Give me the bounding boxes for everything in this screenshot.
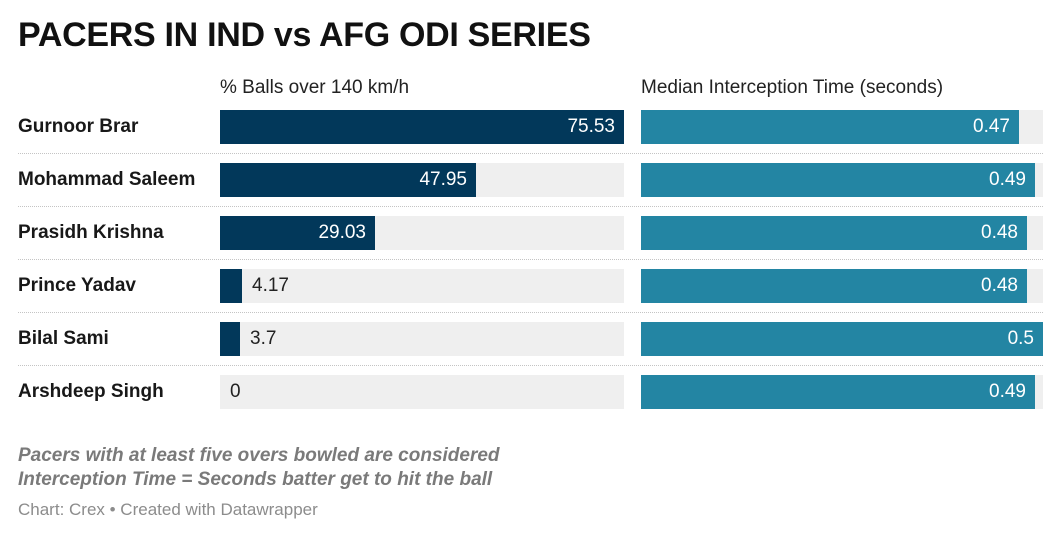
speed-bar bbox=[220, 216, 375, 250]
speed-column-header: % Balls over 140 km/h bbox=[220, 77, 410, 98]
chart-row: Arshdeep Singh 0 0.49 bbox=[0, 375, 1063, 428]
speed-bar-track: 47.95 bbox=[220, 163, 624, 197]
interception-bar-track: 0.49 bbox=[641, 375, 1043, 409]
chart-source: Chart: Crex • Created with Datawrapper bbox=[18, 500, 318, 519]
category-label: Bilal Sami bbox=[18, 328, 109, 349]
interception-value-label: 0.49 bbox=[989, 169, 1026, 190]
chart-row: Prasidh Krishna 29.03 0.48 bbox=[0, 216, 1063, 269]
row-separator bbox=[18, 259, 1043, 260]
chart-row: Prince Yadav 4.17 0.48 bbox=[0, 269, 1063, 322]
interception-bar-track: 0.47 bbox=[641, 110, 1043, 144]
chart-row: Bilal Sami 3.7 0.5 bbox=[0, 322, 1063, 375]
category-label: Gurnoor Brar bbox=[18, 116, 139, 137]
speed-value-label: 0 bbox=[230, 381, 241, 402]
interception-bar-track: 0.5 bbox=[641, 322, 1043, 356]
interception-value-label: 0.47 bbox=[973, 116, 1010, 137]
speed-bar-track: 0 bbox=[220, 375, 624, 409]
chart-title: PACERS IN IND vs AFG ODI SERIES bbox=[18, 16, 591, 54]
speed-bar bbox=[220, 322, 240, 356]
interception-value-label: 0.48 bbox=[981, 275, 1018, 296]
chart-notes: Pacers with at least five overs bowled a… bbox=[18, 444, 500, 492]
interception-bar bbox=[641, 322, 1043, 356]
category-label: Mohammad Saleem bbox=[18, 169, 196, 190]
row-separator bbox=[18, 312, 1043, 313]
note-line-2: Interception Time = Seconds batter get t… bbox=[18, 469, 493, 490]
speed-value-label: 29.03 bbox=[318, 222, 366, 243]
speed-value-label: 3.7 bbox=[250, 328, 277, 349]
row-separator bbox=[18, 153, 1043, 154]
speed-bar-track: 29.03 bbox=[220, 216, 624, 250]
chart-row: Mohammad Saleem 47.95 0.49 bbox=[0, 163, 1063, 216]
category-label: Prince Yadav bbox=[18, 275, 136, 296]
interception-bar bbox=[641, 163, 1035, 197]
interception-bar-track: 0.49 bbox=[641, 163, 1043, 197]
note-line-1: Pacers with at least five overs bowled a… bbox=[18, 445, 500, 466]
interception-value-label: 0.48 bbox=[981, 222, 1018, 243]
speed-bar bbox=[220, 269, 242, 303]
interception-bar bbox=[641, 110, 1019, 144]
row-separator bbox=[18, 365, 1043, 366]
speed-bar bbox=[220, 163, 476, 197]
interception-value-label: 0.5 bbox=[1007, 328, 1034, 349]
speed-bar-track: 75.53 bbox=[220, 110, 624, 144]
row-separator bbox=[18, 206, 1043, 207]
interception-column-header: Median Interception Time (seconds) bbox=[641, 77, 944, 98]
interception-bar-track: 0.48 bbox=[641, 269, 1043, 303]
chart-row: Gurnoor Brar 75.53 0.47 bbox=[0, 110, 1063, 163]
speed-bar bbox=[220, 110, 624, 144]
category-label: Arshdeep Singh bbox=[18, 381, 164, 402]
interception-value-label: 0.49 bbox=[989, 381, 1026, 402]
speed-value-label: 4.17 bbox=[252, 275, 289, 296]
speed-value-label: 75.53 bbox=[567, 116, 615, 137]
interception-bar bbox=[641, 375, 1035, 409]
category-label: Prasidh Krishna bbox=[18, 222, 164, 243]
interception-bar-track: 0.48 bbox=[641, 216, 1043, 250]
interception-bar bbox=[641, 216, 1027, 250]
speed-bar-track: 4.17 bbox=[220, 269, 624, 303]
speed-value-label: 47.95 bbox=[419, 169, 467, 190]
interception-bar bbox=[641, 269, 1027, 303]
speed-bar-track: 3.7 bbox=[220, 322, 624, 356]
